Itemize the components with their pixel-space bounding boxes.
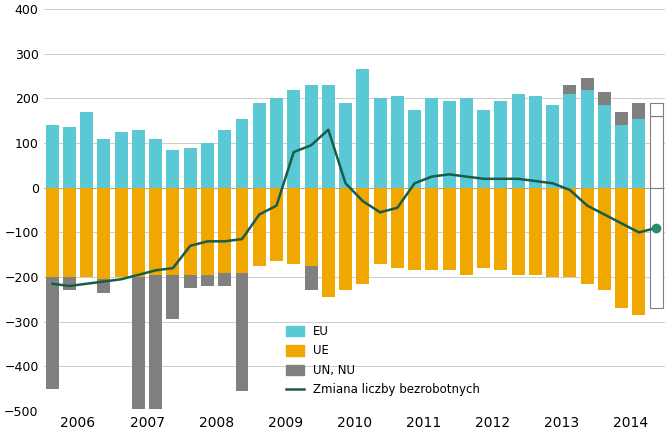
Bar [425,99,438,188]
Bar [650,116,663,188]
Bar [357,69,369,188]
Bar [114,132,128,188]
Bar [63,128,76,188]
Bar [132,188,145,277]
Bar [218,188,231,273]
Bar [184,275,197,288]
Bar [632,188,646,315]
Bar [98,279,110,293]
Bar [443,188,456,270]
Bar [80,112,93,188]
Bar [581,89,593,188]
Bar [167,150,179,188]
Bar [408,188,421,270]
Bar [443,101,456,188]
Bar [632,103,646,118]
Bar [270,188,283,261]
Bar [373,99,387,188]
Bar [512,188,524,275]
Bar [149,188,162,275]
Bar [650,188,663,308]
Bar [581,79,593,89]
Bar [391,188,404,268]
Bar [598,188,611,290]
Bar [167,275,179,319]
Bar [529,96,542,188]
Bar [546,105,559,188]
Bar [201,143,214,188]
Bar [235,118,248,188]
Bar [477,188,490,268]
Bar [201,275,214,286]
Bar [45,277,59,389]
Bar [149,275,162,409]
Bar [218,273,231,286]
Bar [598,105,611,188]
Bar [45,188,59,277]
Bar [373,188,387,263]
Bar [184,188,197,275]
Bar [45,125,59,188]
Bar [494,101,507,188]
Bar [494,188,507,270]
Bar [615,188,628,308]
Bar [235,273,248,391]
Bar [304,188,318,266]
Bar [632,118,646,188]
Bar [529,188,542,275]
Bar [287,89,300,188]
Bar [408,110,421,188]
Bar [253,103,266,188]
Bar [391,96,404,188]
Bar [322,188,334,297]
Bar [357,188,369,284]
Bar [132,277,145,409]
Bar [650,103,663,116]
Bar [63,277,76,290]
Bar [287,188,300,263]
Bar [132,130,145,188]
Bar [149,138,162,188]
Bar [546,188,559,277]
Bar [184,148,197,188]
Bar [563,94,577,188]
Bar [581,188,593,284]
Bar [425,188,438,270]
Bar [460,188,473,275]
Bar [460,99,473,188]
Bar [322,85,334,188]
Bar [304,85,318,188]
Bar [615,112,628,125]
Bar [477,110,490,188]
Bar [650,103,663,116]
Bar [218,130,231,188]
Legend: EU, UE, UN, NU, Zmiana liczby bezrobotnych: EU, UE, UN, NU, Zmiana liczby bezrobotny… [282,320,485,401]
Bar [304,266,318,290]
Bar [167,188,179,275]
Bar [98,138,110,188]
Bar [339,103,352,188]
Bar [80,188,93,277]
Bar [270,99,283,188]
Bar [253,188,266,266]
Bar [512,94,524,188]
Bar [339,188,352,290]
Bar [615,125,628,188]
Bar [235,188,248,273]
Bar [650,188,663,308]
Bar [114,188,128,277]
Bar [201,188,214,275]
Bar [598,92,611,105]
Bar [650,116,663,188]
Bar [63,188,76,277]
Bar [98,188,110,279]
Bar [563,188,577,277]
Bar [563,85,577,94]
